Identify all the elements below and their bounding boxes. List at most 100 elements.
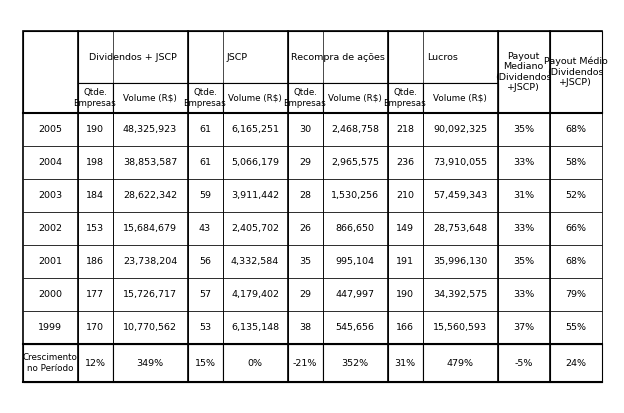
Text: 48,325,923: 48,325,923 xyxy=(123,125,177,134)
Bar xyxy=(112,179,187,212)
Bar xyxy=(112,146,187,179)
Bar xyxy=(223,278,288,311)
Bar xyxy=(422,278,497,311)
Text: 0%: 0% xyxy=(248,358,263,368)
Bar xyxy=(223,212,288,245)
Bar xyxy=(187,31,288,83)
Bar xyxy=(22,311,77,344)
Text: 68%: 68% xyxy=(565,125,586,134)
Bar xyxy=(223,245,288,278)
Text: Dividendos + JSCP: Dividendos + JSCP xyxy=(89,52,177,62)
Bar xyxy=(187,311,223,344)
Text: 479%: 479% xyxy=(447,358,474,368)
Text: -21%: -21% xyxy=(293,358,317,368)
Bar xyxy=(323,83,388,113)
Text: 38: 38 xyxy=(299,323,311,332)
Bar xyxy=(22,31,77,113)
Bar xyxy=(187,146,223,179)
Text: 15,726,717: 15,726,717 xyxy=(123,290,177,299)
Text: 59: 59 xyxy=(199,191,211,200)
Text: 35,996,130: 35,996,130 xyxy=(433,257,487,266)
Bar xyxy=(422,245,497,278)
Text: 52%: 52% xyxy=(565,191,586,200)
Text: 31%: 31% xyxy=(394,358,416,368)
Text: 79%: 79% xyxy=(565,290,586,299)
Bar xyxy=(422,311,497,344)
Text: 236: 236 xyxy=(396,158,414,167)
Bar xyxy=(422,179,497,212)
Bar xyxy=(187,83,223,113)
Text: 166: 166 xyxy=(396,323,414,332)
Bar xyxy=(22,179,77,212)
Text: Lucros: Lucros xyxy=(427,52,458,62)
Text: 352%: 352% xyxy=(341,358,369,368)
Text: Payout Médio
(Dividendos
+JSCP): Payout Médio (Dividendos +JSCP) xyxy=(544,57,607,87)
Text: 4,332,584: 4,332,584 xyxy=(231,257,279,266)
Bar xyxy=(497,212,550,245)
Text: 191: 191 xyxy=(396,257,414,266)
Bar xyxy=(550,278,602,311)
Bar xyxy=(223,344,288,382)
Text: 33%: 33% xyxy=(513,290,534,299)
Text: 58%: 58% xyxy=(565,158,586,167)
Text: 37%: 37% xyxy=(513,323,534,332)
Bar xyxy=(497,113,550,146)
Bar xyxy=(288,278,323,311)
Text: 447,997: 447,997 xyxy=(336,290,374,299)
Text: 2000: 2000 xyxy=(38,290,62,299)
Bar xyxy=(422,344,497,382)
Text: 3,911,442: 3,911,442 xyxy=(231,191,279,200)
Text: Volume (R$): Volume (R$) xyxy=(228,93,282,102)
Text: 2004: 2004 xyxy=(38,158,62,167)
Text: 31%: 31% xyxy=(513,191,534,200)
Bar xyxy=(77,83,112,113)
Bar xyxy=(497,278,550,311)
Bar xyxy=(288,113,323,146)
Bar xyxy=(112,344,187,382)
Text: Volume (R$): Volume (R$) xyxy=(123,93,177,102)
Bar xyxy=(323,245,388,278)
Text: 61: 61 xyxy=(199,158,211,167)
Bar xyxy=(550,212,602,245)
Text: 56: 56 xyxy=(199,257,211,266)
Text: 1999: 1999 xyxy=(38,323,62,332)
Bar xyxy=(388,245,422,278)
Bar xyxy=(112,245,187,278)
Bar xyxy=(77,113,112,146)
Text: 4,179,402: 4,179,402 xyxy=(231,290,279,299)
Text: 38,853,587: 38,853,587 xyxy=(123,158,177,167)
Bar xyxy=(288,31,388,83)
Bar xyxy=(323,344,388,382)
Text: 218: 218 xyxy=(396,125,414,134)
Bar xyxy=(323,278,388,311)
Text: 5,066,179: 5,066,179 xyxy=(231,158,279,167)
Bar xyxy=(77,212,112,245)
Text: Volume (R$): Volume (R$) xyxy=(433,93,487,102)
Bar xyxy=(550,311,602,344)
Bar xyxy=(223,311,288,344)
Text: 35%: 35% xyxy=(513,257,534,266)
Bar xyxy=(112,83,187,113)
Text: 35%: 35% xyxy=(513,125,534,134)
Text: 29: 29 xyxy=(299,158,311,167)
Bar xyxy=(550,113,602,146)
Bar xyxy=(187,212,223,245)
Text: 55%: 55% xyxy=(565,323,586,332)
Text: 24%: 24% xyxy=(565,358,586,368)
Text: 57: 57 xyxy=(199,290,211,299)
Text: JSCP: JSCP xyxy=(227,52,248,62)
Text: 12%: 12% xyxy=(84,358,105,368)
Text: 35: 35 xyxy=(299,257,311,266)
Text: 2002: 2002 xyxy=(38,224,62,233)
Bar xyxy=(288,146,323,179)
Text: 66%: 66% xyxy=(565,224,586,233)
Bar xyxy=(223,113,288,146)
Bar xyxy=(388,146,422,179)
Bar xyxy=(112,278,187,311)
Bar xyxy=(77,245,112,278)
Text: 2001: 2001 xyxy=(38,257,62,266)
Bar xyxy=(323,311,388,344)
Text: 28,622,342: 28,622,342 xyxy=(123,191,177,200)
Bar xyxy=(323,146,388,179)
Bar xyxy=(497,31,550,113)
